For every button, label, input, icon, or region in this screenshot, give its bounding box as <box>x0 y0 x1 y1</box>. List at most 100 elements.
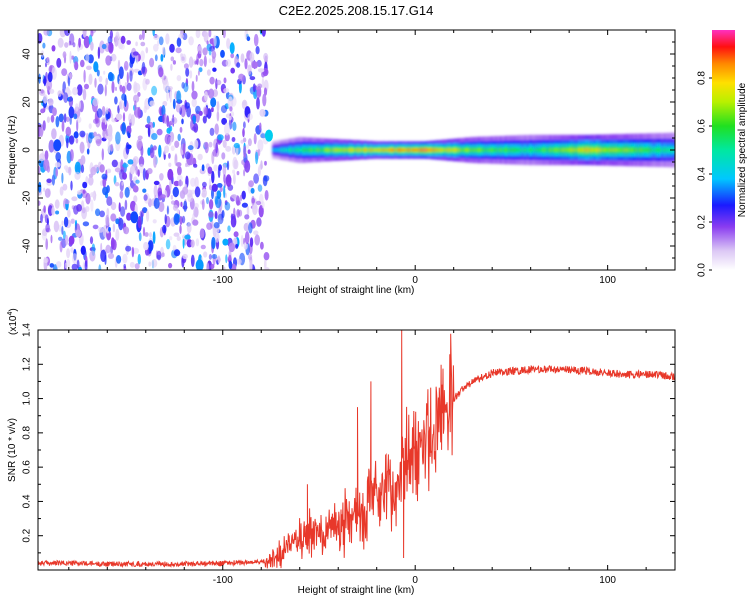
noise-blob <box>173 232 180 237</box>
noise-blob <box>152 30 155 37</box>
signal-slice <box>577 148 579 152</box>
noise-blob <box>123 264 126 269</box>
noise-blob <box>176 90 182 103</box>
signal-slice <box>293 149 295 151</box>
noise-blob <box>231 145 236 155</box>
noise-blob <box>153 154 157 168</box>
noise-blob <box>141 61 146 74</box>
noise-blob <box>250 187 255 194</box>
noise-blob <box>68 96 74 108</box>
signal-slice <box>607 148 609 152</box>
noise-blob <box>149 232 152 238</box>
noise-blob <box>147 168 153 175</box>
noise-blob <box>99 210 105 218</box>
signal-slice <box>480 148 482 152</box>
signal-slice <box>399 149 401 151</box>
noise-blob <box>244 231 250 245</box>
x-tick-label: 0 <box>412 575 418 586</box>
noise-blob <box>105 77 108 86</box>
noise-blob <box>170 56 175 62</box>
noise-blob <box>236 200 241 206</box>
signal-slice <box>341 149 344 151</box>
noise-blob <box>42 120 46 131</box>
signal-slice <box>406 149 409 151</box>
signal-slice <box>452 149 454 151</box>
noise-blob <box>50 234 53 244</box>
noise-blob <box>70 180 73 191</box>
noise-blob <box>64 42 69 48</box>
signal-slice <box>506 148 508 152</box>
signal-slice <box>632 148 634 152</box>
signal-slice <box>386 149 389 151</box>
signal-slice <box>602 148 604 152</box>
signal-slice <box>350 149 352 151</box>
noise-blob <box>217 213 224 225</box>
noise-blob <box>98 227 104 233</box>
noise-blob <box>103 70 106 75</box>
noise-blob <box>163 79 169 92</box>
noise-blob <box>137 106 141 119</box>
signal-slice <box>609 148 611 152</box>
noise-blob <box>89 236 94 245</box>
signal-slice <box>340 149 343 151</box>
noise-blob <box>71 263 78 270</box>
signal-slice <box>536 148 539 152</box>
noise-blob <box>158 144 162 158</box>
signal-slice <box>624 148 626 152</box>
noise-blob <box>46 57 49 63</box>
signal-slice <box>306 149 309 152</box>
signal-slice <box>339 149 342 151</box>
noise-blob <box>120 206 126 217</box>
signal-slice <box>371 149 373 151</box>
signal-slice <box>560 148 563 152</box>
noise-blob <box>105 214 110 227</box>
signal-slice <box>545 148 548 152</box>
noise-blob <box>54 199 60 209</box>
signal-slice <box>274 149 276 151</box>
signal-slice <box>496 148 498 152</box>
noise-blob <box>133 94 140 103</box>
noise-blob <box>240 53 245 63</box>
signal-slice <box>479 148 481 152</box>
noise-blob <box>229 106 233 112</box>
signal-slice <box>493 148 496 152</box>
signal-slice <box>636 148 639 152</box>
signal-slice <box>405 149 408 151</box>
signal-slice <box>649 148 651 152</box>
signal-slice <box>333 149 336 151</box>
snr-multiplier-close: ) <box>8 308 19 311</box>
signal-slice <box>575 148 577 152</box>
signal-slice <box>653 148 655 152</box>
signal-slice <box>662 148 665 152</box>
noise-blob <box>85 132 89 144</box>
noise-blob <box>105 55 112 66</box>
signal-slice <box>463 149 466 151</box>
noise-blob <box>229 42 235 54</box>
noise-blob <box>75 138 79 144</box>
signal-slice <box>507 148 509 152</box>
noise-blob <box>54 162 61 168</box>
signal-slice <box>358 149 361 151</box>
noise-blob <box>191 80 195 92</box>
signal-slice <box>530 148 532 152</box>
signal-slice <box>337 149 340 151</box>
signal-slice <box>597 148 599 152</box>
signal-slice <box>280 149 283 151</box>
signal-slice <box>368 149 370 151</box>
signal-slice <box>628 148 630 152</box>
signal-slice <box>434 149 437 151</box>
noise-blob <box>48 98 54 106</box>
signal-slice <box>516 148 519 152</box>
signal-slice <box>423 149 425 151</box>
noise-blob <box>175 162 182 167</box>
noise-blob <box>243 169 246 177</box>
colorbar: 0.0 0.2 0.4 0.6 0.8 Normalized spectral ampl… <box>697 30 748 277</box>
signal-slice <box>431 149 434 151</box>
signal-slice <box>619 148 622 152</box>
signal-slice <box>354 149 356 151</box>
signal-slice <box>419 149 421 151</box>
noise-blob <box>260 241 264 250</box>
noise-blob <box>246 36 251 42</box>
noise-blob <box>43 94 48 104</box>
signal-slice <box>498 148 500 152</box>
